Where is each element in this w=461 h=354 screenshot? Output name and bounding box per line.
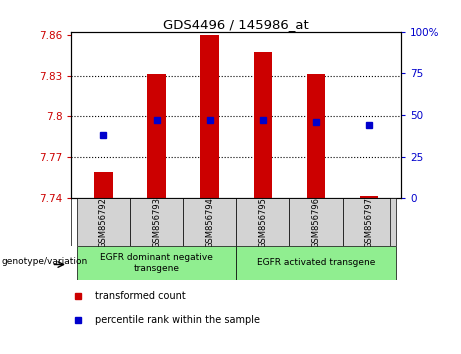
Bar [236,246,396,280]
Text: GSM856797: GSM856797 [365,196,374,248]
Title: GDS4496 / 145986_at: GDS4496 / 145986_at [163,18,309,31]
Bar [130,198,183,246]
Bar [183,198,236,246]
Text: transformed count: transformed count [95,291,185,301]
Bar [307,74,325,198]
Text: EGFR activated transgene: EGFR activated transgene [257,258,375,267]
Text: GSM856792: GSM856792 [99,197,108,247]
Text: GSM856795: GSM856795 [258,197,267,247]
Bar [94,172,112,198]
Bar [360,195,378,198]
Bar [236,198,290,246]
Bar [290,198,343,246]
Text: genotype/variation: genotype/variation [1,257,88,266]
Bar [254,52,272,198]
Text: GSM856793: GSM856793 [152,196,161,248]
Bar [343,198,396,246]
Text: EGFR dominant negative
transgene: EGFR dominant negative transgene [100,253,213,273]
Text: GSM856794: GSM856794 [205,197,214,247]
Bar [147,74,166,198]
Bar [201,35,219,198]
Bar [77,198,130,246]
Text: GSM856796: GSM856796 [312,196,320,248]
Text: percentile rank within the sample: percentile rank within the sample [95,315,260,325]
Bar [77,246,236,280]
